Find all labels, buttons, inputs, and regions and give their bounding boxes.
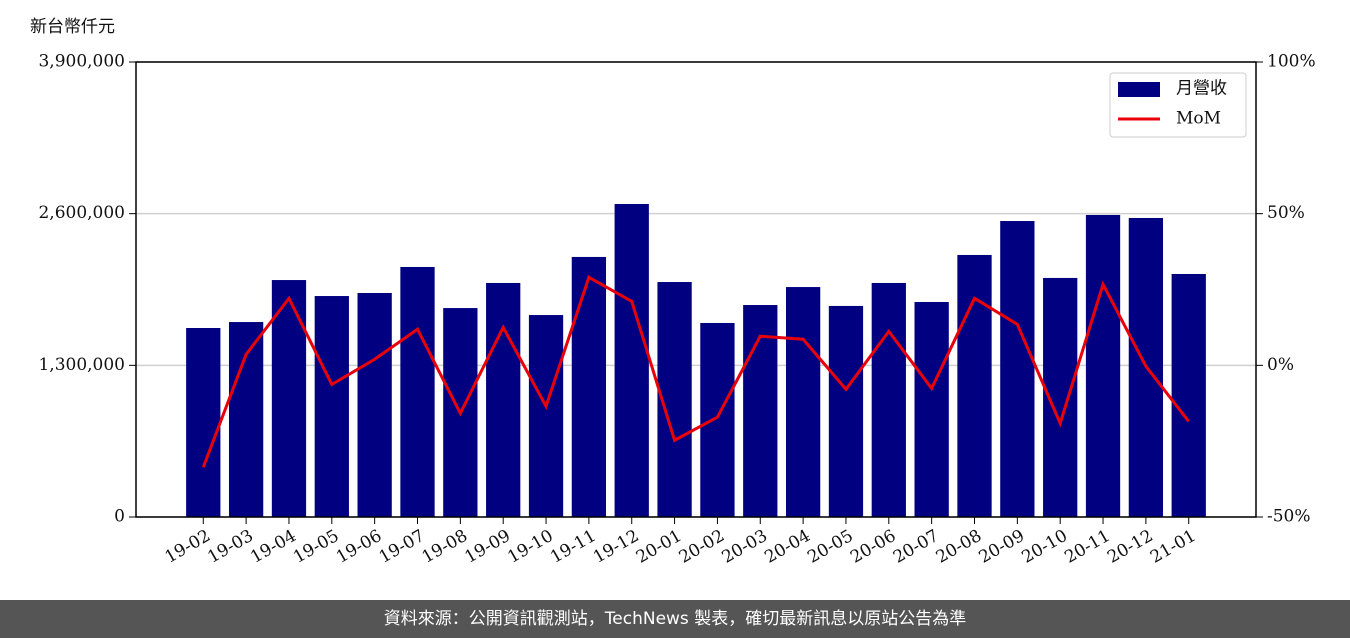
y2-tick-label: 100% [1267, 52, 1316, 72]
x-tick-label: 19-10 [504, 526, 556, 568]
x-tick-label: 19-08 [419, 526, 471, 568]
plot-frame [135, 61, 1257, 518]
bar [357, 293, 392, 517]
x-tick-label: 20-03 [719, 526, 771, 568]
line [201, 275, 1190, 468]
x-tick-label: 20-11 [1061, 526, 1113, 568]
x-tick-label: 19-09 [461, 526, 513, 568]
x-tick-label: 21-01 [1147, 526, 1199, 568]
bar [914, 301, 949, 517]
y-tick-label: 3,900,000 [38, 52, 125, 72]
x-tick-label: 20-12 [1104, 526, 1156, 568]
x-tick-label: 19-11 [547, 526, 599, 568]
bar [871, 282, 906, 517]
bar [228, 322, 264, 517]
x-tick-label: 20-06 [847, 526, 899, 568]
y-tick-label: 1,300,000 [38, 355, 125, 375]
x-tick-label: 19-06 [333, 526, 385, 568]
y-axis-label: 新台幣仟元 [30, 17, 115, 37]
legend-swatch [1118, 82, 1160, 97]
x-tick-label: 20-08 [933, 526, 985, 568]
bar [1085, 214, 1121, 517]
x-tick-label: 19-05 [290, 526, 342, 568]
bar [743, 305, 778, 517]
x-tick-label: 19-04 [247, 526, 299, 568]
bar [1171, 273, 1206, 517]
bar [785, 287, 821, 517]
x-tick-label: 20-05 [804, 526, 856, 568]
x-tick-label: 20-04 [761, 526, 813, 568]
y2-tick-label: -50% [1267, 507, 1311, 527]
bar [614, 203, 649, 517]
bar [700, 322, 735, 517]
x-tick-label: 20-01 [633, 526, 685, 568]
bar [486, 282, 521, 517]
y2-tick-label: 0% [1267, 355, 1294, 375]
bar [528, 315, 564, 517]
bar [400, 266, 435, 517]
y-tick-label: 2,600,000 [38, 203, 125, 223]
x-tick-label: 20-10 [1018, 526, 1070, 568]
x-tick-label: 19-12 [590, 526, 642, 568]
x-tick-label: 20-07 [890, 526, 942, 568]
x-tick-label: 19-07 [376, 526, 428, 568]
x-tick-label: 19-02 [162, 526, 214, 568]
bar [186, 328, 221, 517]
y2-tick-label: 50% [1267, 203, 1305, 223]
y-tick-label: 0 [114, 507, 125, 527]
x-tick-label: 20-02 [676, 526, 728, 568]
legend-label: 月營收 [1176, 79, 1227, 99]
bar [571, 256, 607, 517]
bar [957, 254, 992, 517]
legend-label: MoM [1176, 109, 1221, 129]
page: {"chart_data": {"type": "bar", "ylabel":… [0, 17, 1350, 638]
chart: 新台幣仟元 0 1,300,000 2,600,000 3,900,000 -50% 0%… [30, 17, 1316, 568]
bar [828, 305, 864, 517]
x-tick-label: 19-03 [204, 526, 256, 568]
bar [314, 296, 349, 517]
x-tick-label: 20-09 [976, 526, 1028, 568]
footer: 資料來源：公開資訊觀測站，TechNews 製表，確切最新訊息以原站公告為準 [0, 600, 1350, 638]
bar [1000, 221, 1035, 517]
